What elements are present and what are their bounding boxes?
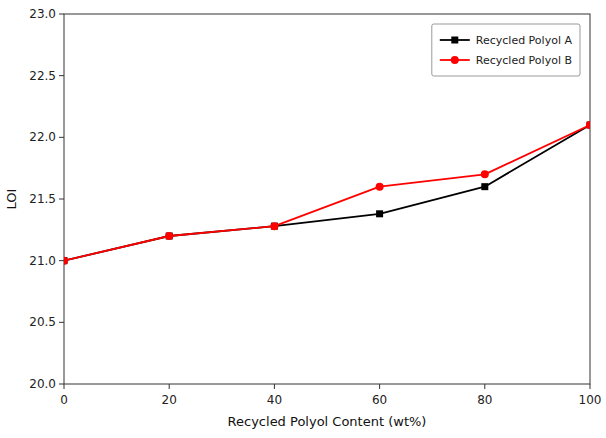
legend-box [432,24,580,76]
x-tick [64,384,65,389]
series-line [64,125,590,261]
series-marker [587,122,591,129]
series-marker [64,257,68,264]
legend: Recycled Polyol A Recycled Polyol B [432,24,580,76]
series-marker [64,257,68,265]
plot-frame [64,14,590,384]
series-marker [376,210,383,217]
x-tick-label: 40 [267,393,282,407]
legend-label: Recycled Polyol A [476,34,573,47]
x-axis-label: Recycled Polyol Content (wt%) [228,414,427,429]
x-tick-label: 0 [60,393,68,407]
series-marker [271,223,278,230]
x-tick [590,384,591,389]
y-tick-label: 20.5 [29,315,56,329]
y-tick-label: 20.0 [29,377,56,391]
x-tick [379,384,380,389]
series-line [64,125,590,261]
x-tick-label: 80 [477,393,492,407]
y-tick [59,137,64,138]
y-tick [59,322,64,323]
series-marker [376,183,384,191]
x-tick [169,384,170,389]
y-tick-label: 23.0 [29,7,56,21]
y-tick-label: 22.5 [29,69,56,83]
x-tick [274,384,275,389]
series-marker [586,121,590,129]
chart-svg: 0 20 40 60 80 100 20.0 20.5 21.0 21.5 22.0 22.5 23.0… [0,0,606,438]
y-tick [59,75,64,76]
y-tick [59,384,64,385]
y-tick [59,199,64,200]
y-axis: 20.0 20.5 21.0 21.5 22.0 22.5 23.0 [29,7,64,391]
y-tick [59,14,64,15]
background [0,0,606,438]
x-tick-label: 100 [579,393,602,407]
legend-marker [451,56,459,64]
series-marker [165,232,173,240]
legend-label: Recycled Polyol B [476,54,572,67]
series-marker [166,233,173,240]
y-tick-label: 21.0 [29,254,56,268]
x-tick-label: 20 [162,393,177,407]
series-marker [270,222,278,230]
chart-container: 0 20 40 60 80 100 20.0 20.5 21.0 21.5 22.0 22.5 23.0… [0,0,606,438]
y-tick-label: 22.0 [29,130,56,144]
y-tick-label: 21.5 [29,192,56,206]
x-tick [484,384,485,389]
x-tick-label: 60 [372,393,387,407]
series-marker [481,170,489,178]
y-tick [59,260,64,261]
data-area [64,121,590,265]
series [64,122,590,265]
y-axis-label: LOI [4,189,19,210]
x-axis: 0 20 40 60 80 100 [60,384,601,407]
series-marker [481,183,488,190]
series [64,121,590,265]
legend-marker [451,37,458,44]
